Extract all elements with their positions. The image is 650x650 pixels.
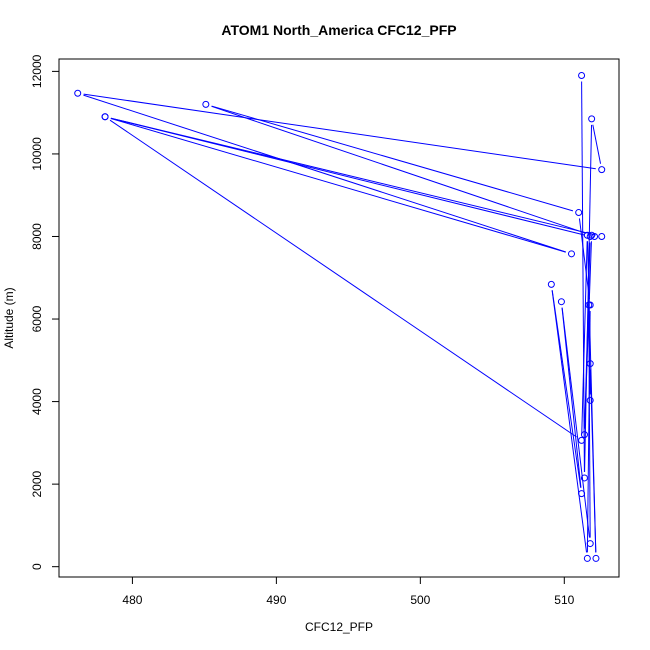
series-segment	[581, 81, 585, 472]
series-segment	[110, 117, 597, 236]
data-point	[580, 474, 588, 482]
x-tick-label: 480	[122, 593, 142, 607]
y-tick-label: 8000	[30, 223, 44, 250]
series-segment	[110, 117, 566, 253]
data-point	[74, 89, 82, 97]
y-tick-label: 12000	[30, 54, 44, 88]
x-axis: 480 490 500 510	[122, 576, 575, 607]
series-line	[83, 81, 602, 553]
series-segment	[551, 290, 588, 553]
data-point	[598, 166, 606, 174]
data-point	[567, 250, 575, 258]
data-point	[580, 431, 588, 439]
data-point	[591, 232, 599, 240]
series-segment	[83, 93, 596, 170]
series-segment	[581, 241, 588, 435]
series-segment	[586, 241, 597, 553]
x-tick-label: 510	[554, 593, 574, 607]
series-segment	[592, 124, 602, 164]
data-point	[578, 436, 586, 444]
series-segment	[584, 241, 592, 429]
y-axis: 0 2000 4000 6000 8000 10000 12000	[30, 54, 60, 570]
data-point	[578, 490, 586, 498]
series-segment	[83, 94, 566, 253]
data-point	[586, 360, 594, 368]
y-axis-label: Altitude (m)	[2, 287, 16, 348]
chart-title: ATOM1 North_America CFC12_PFP	[221, 22, 456, 38]
data-point	[547, 280, 555, 288]
data-point	[583, 231, 591, 239]
series-segment	[561, 307, 590, 538]
data-point	[586, 540, 594, 548]
y-tick-label: 0	[30, 563, 44, 570]
data-point	[588, 115, 596, 123]
data-point	[586, 396, 594, 404]
y-tick-label: 4000	[30, 388, 44, 415]
data-point	[583, 554, 591, 562]
data-point	[101, 113, 109, 121]
y-tick-label: 6000	[30, 305, 44, 332]
data-point	[557, 298, 565, 306]
x-tick-label: 490	[266, 593, 286, 607]
series-segment	[561, 307, 582, 488]
data-points	[74, 72, 606, 562]
series-segment	[109, 119, 577, 438]
y-tick-label: 10000	[30, 137, 44, 171]
series-segment	[551, 290, 582, 488]
data-point	[598, 232, 606, 240]
data-point	[575, 209, 583, 217]
plot-frame	[58, 58, 620, 578]
x-axis-label: CFC12_PFP	[305, 620, 373, 634]
data-point	[578, 72, 586, 80]
data-point	[585, 301, 593, 309]
series-segment	[211, 105, 574, 212]
y-tick-label: 2000	[30, 470, 44, 497]
x-tick-label: 500	[410, 593, 430, 607]
series-segment	[211, 105, 587, 234]
data-point	[592, 554, 600, 562]
data-point	[202, 100, 210, 108]
